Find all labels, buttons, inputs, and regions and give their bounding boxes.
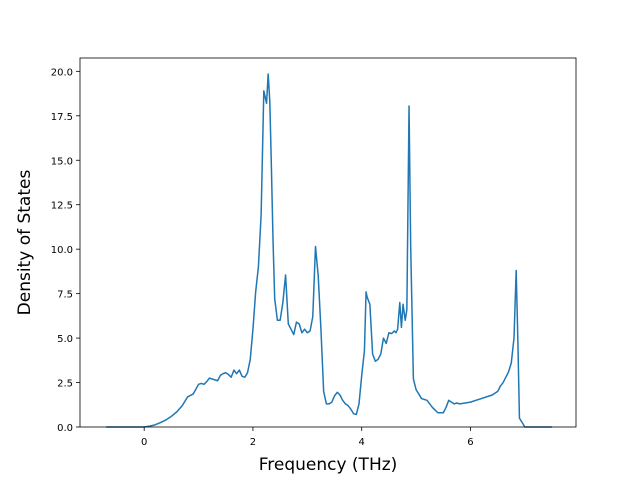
y-tick-label: 2.5 — [57, 379, 73, 390]
x-tick-label: 2 — [250, 437, 256, 448]
y-axis-label: Density of States — [15, 170, 35, 316]
y-tick-label: 7.5 — [57, 290, 73, 301]
x-axis-ticks: 0 2 4 6 — [141, 427, 474, 448]
series-line-dos — [106, 73, 553, 428]
x-tick-label: 4 — [359, 437, 365, 448]
plot-area — [106, 73, 553, 428]
y-tick-label: 15.0 — [51, 156, 73, 167]
y-tick-label: 20.0 — [51, 67, 73, 78]
x-tick-label: 6 — [467, 437, 473, 448]
x-axis-label: Frequency (THz) — [259, 455, 398, 475]
y-tick-label: 17.5 — [51, 112, 73, 123]
x-tick-label: 0 — [141, 437, 147, 448]
y-axis-ticks: 0.0 2.5 5.0 7.5 10.0 12.5 15.0 17.5 20.0 — [51, 67, 80, 434]
plot-frame — [79, 57, 577, 428]
y-tick-label: 0.0 — [57, 423, 73, 434]
y-tick-label: 12.5 — [51, 201, 73, 212]
y-tick-label: 10.0 — [51, 245, 73, 256]
y-tick-label: 5.0 — [57, 334, 73, 345]
